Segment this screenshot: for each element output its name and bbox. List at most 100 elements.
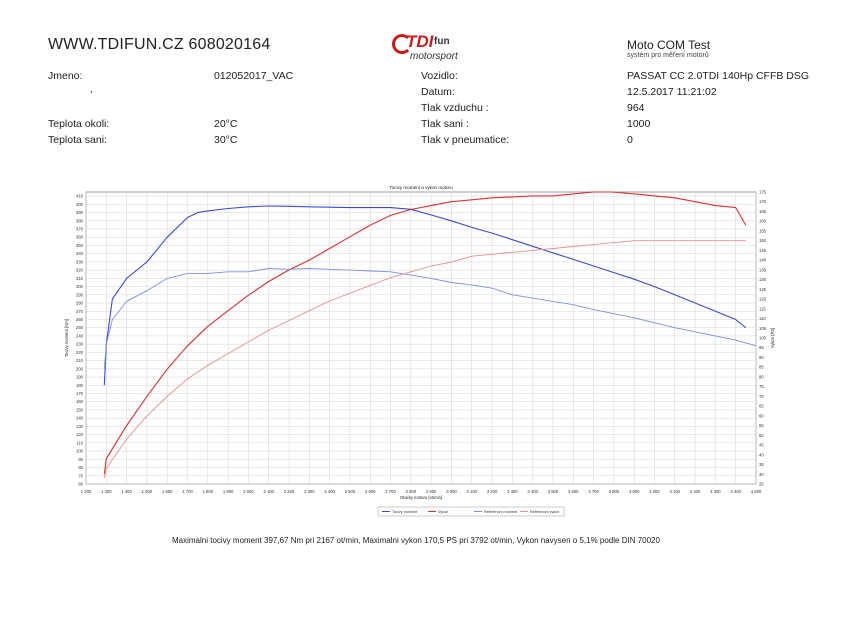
logo-ring-icon — [392, 34, 412, 54]
y-tick-label: 300 — [76, 284, 84, 289]
y2-tick-label: 40 — [759, 452, 764, 457]
y-tick-label: 290 — [76, 292, 84, 297]
info-right-value-air-pressure: 964 — [627, 102, 645, 114]
y2-tick-label: 95 — [759, 345, 764, 350]
y-tick-label: 160 — [76, 399, 84, 404]
x-tick-label: 2 500 — [345, 489, 356, 494]
y-tick-label: 270 — [76, 309, 84, 314]
y-tick-label: 200 — [76, 366, 84, 371]
y-tick-label: 330 — [76, 259, 84, 264]
info-left-label-name: Jmeno: — [48, 70, 83, 82]
logo-main: TDI — [406, 32, 434, 51]
y2-tick-label: 100 — [759, 336, 767, 341]
x-tick-label: 3 400 — [527, 489, 538, 494]
y-tick-label: 120 — [76, 432, 84, 437]
x-tick-label: 2 300 — [304, 489, 315, 494]
x-tick-label: 4 200 — [690, 489, 701, 494]
y-tick-label: 140 — [76, 416, 84, 421]
y2-tick-label: 60 — [759, 413, 764, 418]
x-tick-label: 3 200 — [487, 489, 498, 494]
y-tick-label: 90 — [78, 457, 83, 462]
y-tick-label: 170 — [76, 391, 84, 396]
y2-tick-label: 110 — [759, 316, 766, 321]
x-tick-label: 1 300 — [101, 489, 112, 494]
y-tick-label: 100 — [76, 449, 84, 454]
y-tick-label: 250 — [76, 325, 84, 330]
y-tick-label: 280 — [76, 301, 84, 306]
x-tick-label: 2 700 — [385, 489, 396, 494]
y2-tick-label: 130 — [759, 277, 767, 282]
y2-tick-label: 50 — [759, 433, 764, 438]
y-tick-label: 60 — [78, 482, 83, 487]
x-tick-label: 2 400 — [324, 489, 335, 494]
x-tick-label: 1 500 — [142, 489, 153, 494]
y2-tick-label: 155 — [759, 228, 767, 233]
y-tick-label: 70 — [78, 473, 83, 478]
y-tick-label: 210 — [76, 358, 84, 363]
y2-axis-label: Vykon [PS] — [770, 328, 775, 349]
x-tick-label: 4 500 — [751, 489, 762, 494]
x-tick-label: 3 300 — [507, 489, 518, 494]
info-right-label-intake-pressure: Tlak sani : — [421, 118, 469, 130]
x-tick-label: 3 700 — [588, 489, 599, 494]
company-subtitle: systém pro měření motorů — [627, 52, 709, 59]
x-tick-label: 3 600 — [568, 489, 579, 494]
info-right-label-air-pressure: Tlak vzduchu : — [421, 102, 489, 114]
y-tick-label: 190 — [76, 375, 84, 380]
info-right-label-vehicle: Vozidlo: — [421, 70, 458, 82]
y-tick-label: 410 — [76, 194, 84, 199]
signature-mark: , — [90, 84, 93, 95]
x-tick-label: 2 100 — [263, 489, 274, 494]
y-tick-label: 180 — [76, 383, 84, 388]
series-line-2 — [103, 268, 757, 369]
y2-tick-label: 90 — [759, 355, 764, 360]
info-right-label-date: Datum: — [421, 86, 455, 98]
info-left-value-name: 012052017_VAC — [214, 70, 294, 82]
dyno-chart: 1 200 1 300 1 400 1 500 1 600 1 700 1 800 1 900… — [64, 185, 775, 517]
x-tick-label: 2 000 — [243, 489, 254, 494]
info-left-label-ambient: Teplota okoli: — [48, 118, 110, 130]
y2-tick-label: 175 — [759, 190, 767, 195]
y2-tick-label: 75 — [759, 384, 764, 389]
y-tick-label: 350 — [76, 243, 84, 248]
y-tick-label: 390 — [76, 210, 84, 215]
y-tick-label: 130 — [76, 424, 84, 429]
y2-tick-label: 65 — [759, 404, 764, 409]
y-tick-label: 220 — [76, 350, 84, 355]
y-tick-label: 110 — [76, 440, 83, 445]
y-tick-label: 370 — [76, 227, 84, 232]
info-left-label-intake: Teplota sani: — [48, 134, 107, 146]
x-tick-label: 4 300 — [710, 489, 721, 494]
y-tick-label: 360 — [76, 235, 84, 240]
legend-label: Referencni vykon — [530, 510, 559, 514]
y2-tick-label: 145 — [759, 248, 767, 253]
info-right-value-intake-pressure: 1000 — [627, 118, 651, 130]
y2-tick-label: 30 — [759, 472, 764, 477]
y-axis-label: Tocivy moment [Nm] — [64, 319, 69, 357]
legend-label: Referencni moment — [484, 510, 518, 514]
x-tick-label: 4 400 — [730, 489, 741, 494]
y2-tick-label: 85 — [759, 365, 764, 370]
x-tick-label: 1 600 — [162, 489, 173, 494]
y2-tick-label: 80 — [759, 374, 764, 379]
y-tick-label: 320 — [76, 268, 84, 273]
x-tick-label: 1 700 — [182, 489, 193, 494]
y2-tick-label: 165 — [759, 209, 767, 214]
x-tick-label: 1 900 — [223, 489, 234, 494]
y2-tick-label: 150 — [759, 238, 767, 243]
x-tick-label: 4 000 — [649, 489, 660, 494]
y2-tick-label: 135 — [759, 267, 767, 272]
legend-label: Vykon — [438, 510, 448, 514]
x-tick-label: 1 800 — [203, 489, 214, 494]
info-right-value-vehicle: PASSAT CC 2.0TDI 140Hp CFFB DSG — [627, 70, 810, 82]
y2-tick-label: 140 — [759, 258, 767, 263]
y-tick-label: 150 — [76, 407, 84, 412]
y2-tick-label: 170 — [759, 199, 767, 204]
tdifun-logo: TDI fun motorsport — [392, 30, 472, 70]
x-tick-label: 4 100 — [670, 489, 681, 494]
y2-tick-label: 115 — [759, 306, 766, 311]
x-axis-label: Otacky motoru [ot/min] — [400, 495, 442, 500]
y-tick-label: 340 — [76, 251, 84, 256]
x-tick-label: 2 200 — [284, 489, 295, 494]
x-tick-label: 2 900 — [426, 489, 437, 494]
